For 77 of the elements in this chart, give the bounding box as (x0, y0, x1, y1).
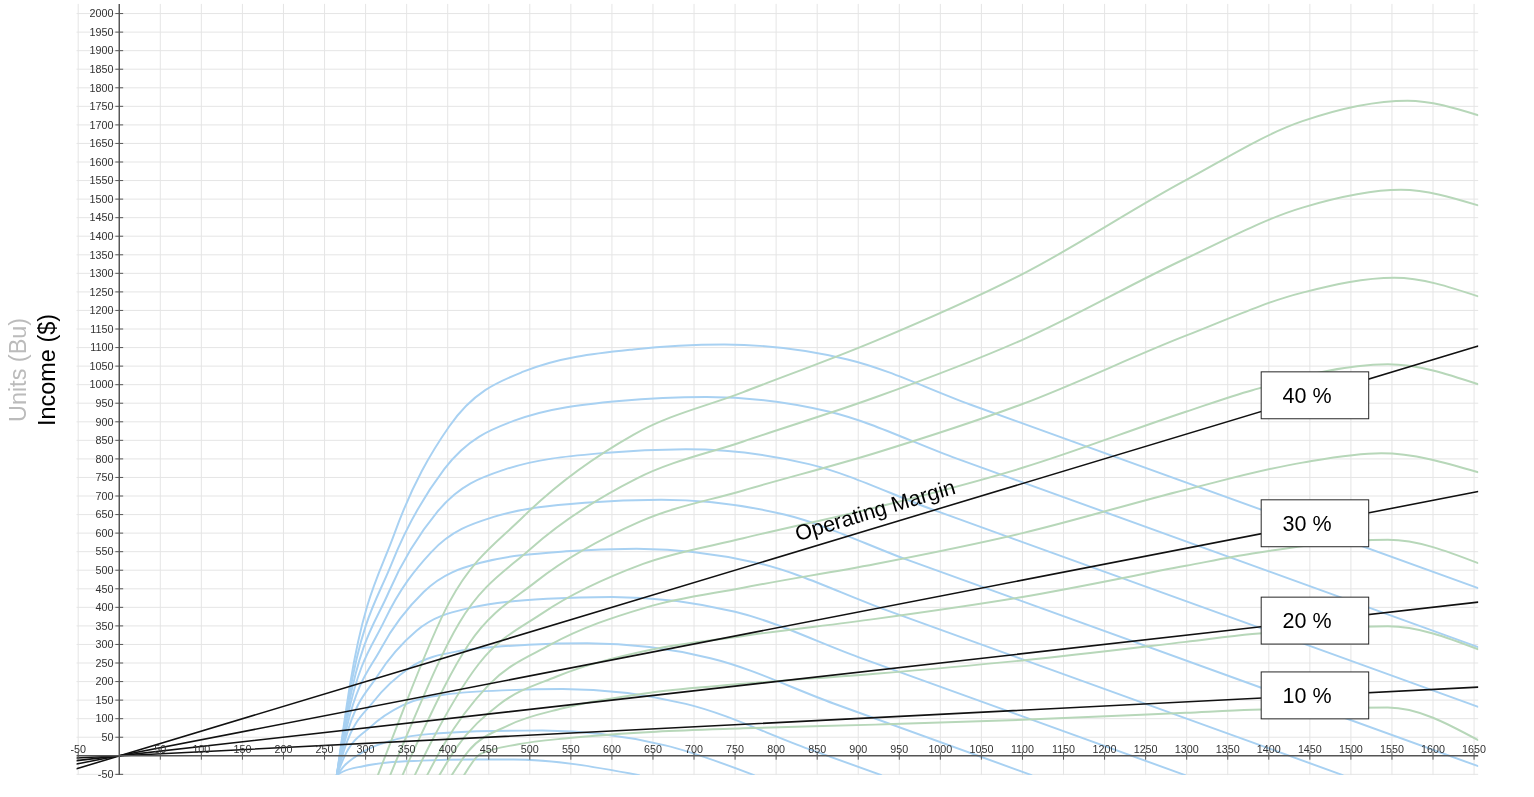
x-tick-label: 1100 (1010, 742, 1035, 755)
y-tick-label: 1250 (89, 285, 114, 298)
y-tick-label: 100 (95, 712, 114, 725)
x-tick-label: 500 (520, 742, 539, 755)
x-tick-label: 1300 (1174, 742, 1199, 755)
y-tick-label: 1200 (89, 304, 114, 317)
y-tick-label: 550 (95, 545, 114, 558)
text: Units (Bu) (4, 317, 31, 423)
y-tick-label: 1900 (89, 44, 114, 57)
y-tick-label: 1450 (89, 211, 114, 224)
x-tick-label: 300 (356, 742, 375, 755)
y-tick-label: 1750 (89, 100, 114, 113)
y-tick-label: 200 (95, 675, 114, 688)
y-tick-label: 1850 (89, 62, 114, 75)
x-tick-label: 1050 (969, 742, 994, 755)
x-tick-label: 400 (438, 742, 457, 755)
x-tick-label: 550 (561, 742, 580, 755)
y-tick-label: 1050 (89, 359, 114, 372)
y-tick-label: 2000 (89, 7, 114, 20)
x-tick-label: 1150 (1051, 742, 1076, 755)
y-tick-label: 150 (95, 693, 114, 706)
y-tick-label: 400 (95, 601, 114, 614)
y-tick-label: 1600 (89, 155, 114, 168)
x-tick-label: 1450 (1297, 742, 1322, 755)
y-tick-label: 1650 (89, 137, 114, 150)
x-tick-label: 1000 (928, 742, 953, 755)
y-tick-label: 1500 (89, 192, 114, 205)
x-tick-label: 900 (849, 742, 868, 755)
y-axis-title: Income ($) (34, 313, 61, 426)
x-tick-label: 850 (808, 742, 827, 755)
y-tick-label: 1000 (89, 378, 114, 391)
y-tick-label: 1550 (89, 174, 114, 187)
x-tick-label: 1500 (1338, 742, 1363, 755)
y-tick-label: 900 (95, 415, 114, 428)
x-tick-label: 1250 (1133, 742, 1158, 755)
x-tick-label: 600 (602, 742, 621, 755)
y-tick-label: 1100 (90, 341, 114, 354)
annotation: 40 % (1282, 383, 1332, 408)
y-tick-label: 350 (95, 619, 114, 632)
y-tick-label: 50 (101, 731, 114, 743)
y-tick-label: 1950 (89, 25, 114, 38)
y-tick-label: 250 (95, 656, 114, 669)
x-tick-label: 950 (890, 742, 909, 755)
y-tick-label: 450 (95, 582, 114, 595)
x-tick-label: -50 (70, 742, 86, 755)
annotation: 20 % (1282, 609, 1332, 634)
x-tick-label: 700 (685, 742, 704, 755)
y-tick-label: 1800 (89, 81, 114, 94)
y-tick-label: 1700 (89, 118, 114, 131)
y-tick-label: 700 (95, 489, 114, 502)
y-tick-label: 500 (95, 564, 114, 576)
y-tick-label: 950 (95, 396, 114, 409)
x-tick-label: 650 (644, 742, 662, 755)
y-tick-label: 1400 (89, 229, 114, 242)
x-tick-label: 1200 (1092, 742, 1117, 755)
x-tick-label: 350 (397, 742, 416, 755)
y-tick-label: 1300 (89, 267, 114, 280)
y-tick-label: 600 (95, 526, 114, 539)
x-tick-label: 1650 (1462, 742, 1487, 755)
y-tick-label: 1350 (89, 248, 114, 261)
annotation: 30 % (1282, 511, 1332, 536)
y-tick-label: 650 (95, 508, 114, 521)
x-tick-label: 1600 (1421, 742, 1445, 755)
x-tick-label: 250 (315, 742, 334, 755)
y-tick-label: 800 (95, 452, 114, 465)
x-tick-label: 450 (479, 742, 498, 755)
x-tick-label: 1400 (1256, 742, 1281, 755)
annotation: 10 % (1282, 683, 1332, 708)
x-tick-label: 800 (767, 742, 786, 755)
y-tick-label: 300 (95, 638, 114, 651)
y-tick-label: 1150 (90, 322, 114, 335)
y-tick-label: -50 (97, 768, 114, 781)
x-tick-label: 750 (726, 742, 745, 755)
x-tick-label: 1350 (1215, 742, 1240, 755)
y-tick-label: 850 (95, 434, 114, 447)
y-tick-label: 750 (95, 471, 114, 484)
x-tick-label: 1550 (1380, 742, 1404, 755)
